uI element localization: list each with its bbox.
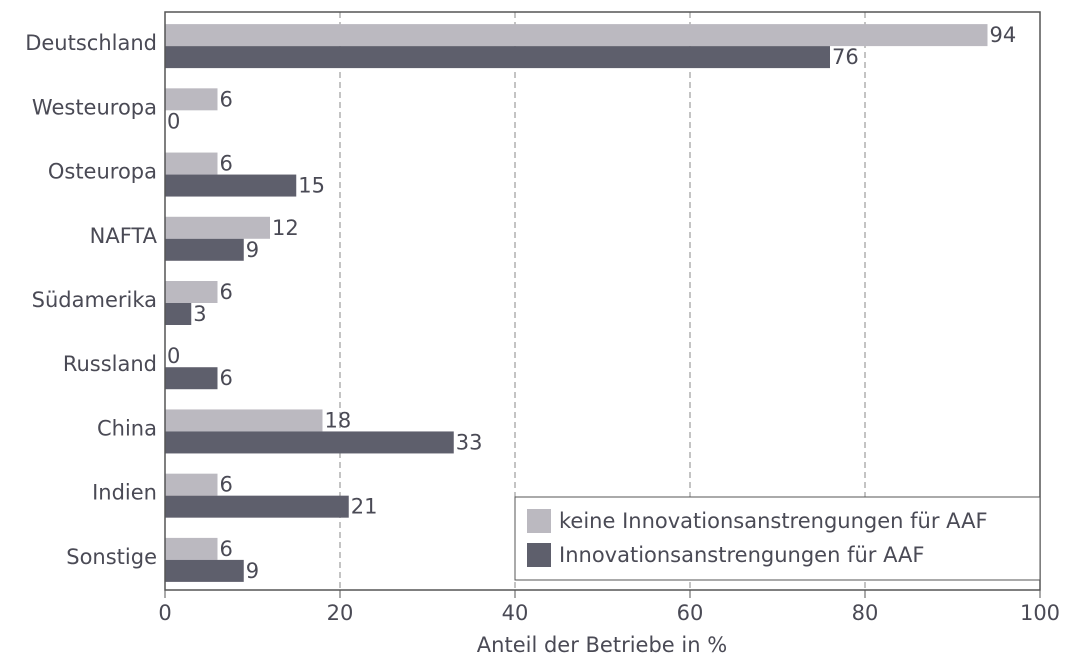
data-label: 94: [990, 23, 1017, 47]
y-tick-label: China: [97, 416, 157, 440]
legend-swatch: [527, 509, 551, 533]
legend-label: Innovationsanstrengungen für AAF: [559, 543, 924, 567]
data-label: 0: [167, 344, 180, 368]
y-tick-label: Sonstige: [66, 545, 157, 569]
x-tick-label: 20: [327, 601, 354, 625]
y-tick-label: Westeuropa: [32, 95, 157, 119]
bar: [165, 281, 218, 303]
data-label: 6: [220, 152, 233, 176]
plot-frame: [164, 11, 1041, 591]
bar: [165, 24, 988, 47]
data-label: 6: [220, 473, 233, 497]
data-label: 3: [193, 302, 206, 326]
data-label: 33: [456, 430, 483, 454]
x-tick-label: 60: [677, 601, 704, 625]
legend-label: keine Innovationsanstrengungen für AAF: [559, 509, 988, 533]
data-label: 6: [220, 87, 233, 111]
data-label: 6: [220, 537, 233, 561]
x-tick-label: 100: [1020, 601, 1060, 625]
bar: [165, 409, 323, 432]
x-axis-label: Anteil der Betriebe in %: [477, 633, 727, 657]
data-label: 6: [220, 280, 233, 304]
bar: [165, 216, 270, 239]
y-tick-label: Russland: [63, 352, 157, 376]
legend-box: [514, 496, 1041, 581]
data-label: 9: [246, 559, 259, 583]
bar: [165, 303, 192, 325]
data-label: 6: [220, 366, 233, 390]
y-tick-label: NAFTA: [90, 224, 158, 248]
x-tick-label: 0: [158, 601, 171, 625]
bar: [165, 367, 218, 390]
bar: [165, 174, 297, 197]
x-tick-label: 80: [852, 601, 879, 625]
bar: [165, 473, 218, 496]
bar: [165, 238, 244, 261]
bar: [165, 46, 830, 69]
data-label: 76: [832, 45, 859, 69]
data-label: 21: [351, 495, 378, 519]
y-tick-label: Indien: [92, 481, 157, 505]
bar: [165, 537, 218, 560]
bar: [165, 152, 218, 175]
bar: [165, 431, 454, 454]
data-label: 15: [298, 174, 325, 198]
data-label: 9: [246, 238, 259, 262]
bar: [165, 88, 218, 111]
legend-swatch: [527, 543, 551, 567]
bar: [165, 559, 244, 582]
x-tick-label: 40: [502, 601, 529, 625]
y-tick-label: Deutschland: [25, 31, 157, 55]
data-label: 18: [325, 408, 352, 432]
y-tick-label: Osteuropa: [48, 160, 157, 184]
bar: [165, 495, 349, 518]
data-label: 0: [167, 109, 180, 133]
data-label: 12: [272, 216, 299, 240]
y-tick-label: Südamerika: [32, 288, 157, 312]
